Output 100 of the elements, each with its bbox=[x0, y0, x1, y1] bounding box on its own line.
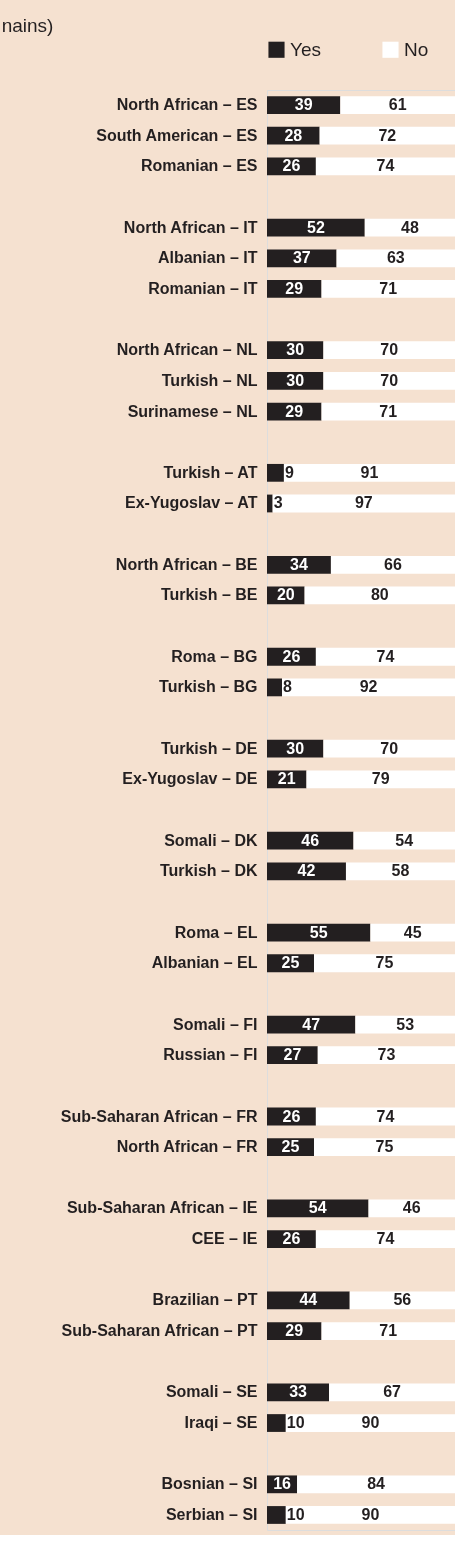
data-label: 26 bbox=[282, 1230, 301, 1248]
legend-label: No bbox=[404, 38, 429, 60]
data-label: 71 bbox=[379, 279, 398, 297]
y-tick-label: Russian – FI bbox=[163, 1046, 258, 1064]
y-tick-label: Romanian – IT bbox=[148, 279, 258, 297]
data-label: 90 bbox=[361, 1414, 380, 1432]
data-label: 25 bbox=[281, 1138, 300, 1156]
y-tick-label: Sub-Saharan African – IE bbox=[66, 1199, 258, 1217]
data-label: 55 bbox=[309, 923, 328, 941]
y-tick-label: Sub-Saharan African – PT bbox=[61, 1322, 258, 1340]
bar bbox=[323, 371, 455, 390]
y-tick-label: CEE – IE bbox=[191, 1230, 258, 1248]
data-label: 8 bbox=[283, 678, 293, 696]
data-label: 92 bbox=[359, 678, 378, 696]
bar bbox=[297, 1475, 455, 1494]
data-label: 16 bbox=[273, 1475, 292, 1493]
data-label: 71 bbox=[379, 1322, 398, 1340]
y-tick-label: Iraqi – SE bbox=[184, 1414, 258, 1432]
y-tick-label: Roma – EL bbox=[174, 923, 258, 941]
data-label: 30 bbox=[286, 739, 305, 757]
data-label: 21 bbox=[277, 770, 296, 788]
bar bbox=[336, 249, 455, 268]
bar bbox=[345, 862, 455, 881]
y-tick-label: South American – ES bbox=[96, 126, 258, 144]
data-label: 54 bbox=[395, 831, 414, 849]
y-tick-label: Turkish – BG bbox=[159, 678, 258, 696]
data-label: 42 bbox=[297, 862, 316, 880]
bar bbox=[267, 831, 354, 850]
bar bbox=[306, 770, 455, 789]
y-tick-label: Albanian – IT bbox=[157, 249, 258, 267]
legend-label: Yes bbox=[290, 38, 321, 60]
y-tick-label: Turkish – DK bbox=[160, 862, 258, 880]
bar bbox=[315, 647, 455, 666]
data-label: 54 bbox=[308, 1199, 327, 1217]
data-label: 90 bbox=[361, 1505, 380, 1523]
data-label: 48 bbox=[400, 218, 419, 236]
text: nains) bbox=[1, 15, 54, 36]
data-label: 26 bbox=[282, 647, 301, 665]
bar bbox=[315, 157, 455, 176]
bar bbox=[267, 463, 284, 482]
data-label: 70 bbox=[380, 371, 399, 389]
bar bbox=[267, 249, 337, 268]
data-label: 30 bbox=[286, 371, 305, 389]
bar bbox=[267, 1506, 286, 1524]
bar bbox=[321, 280, 455, 298]
bar bbox=[267, 218, 365, 237]
y-tick-label: Somali – SE bbox=[165, 1383, 258, 1401]
bar bbox=[283, 463, 455, 482]
data-label: 46 bbox=[301, 831, 320, 849]
bar bbox=[267, 494, 273, 513]
y-tick-label: Serbian – SI bbox=[165, 1505, 258, 1523]
y-tick-label: North African – NL bbox=[116, 341, 258, 359]
data-label: 26 bbox=[282, 1107, 301, 1125]
data-label: 29 bbox=[285, 1322, 304, 1340]
data-label: 91 bbox=[360, 463, 379, 481]
data-label: 79 bbox=[371, 770, 390, 788]
bar bbox=[323, 341, 455, 360]
data-label: 70 bbox=[380, 739, 399, 757]
data-label: 20 bbox=[276, 586, 295, 604]
y-tick-label: Romanian – ES bbox=[141, 157, 258, 175]
bar bbox=[315, 1107, 455, 1126]
data-label: 46 bbox=[402, 1199, 421, 1217]
y-tick-label: North African – FR bbox=[116, 1138, 258, 1156]
data-label: 67 bbox=[383, 1383, 402, 1401]
data-label: 26 bbox=[282, 157, 301, 175]
bar bbox=[285, 1414, 455, 1432]
data-label: 74 bbox=[376, 1107, 395, 1125]
bar bbox=[353, 831, 455, 850]
data-label: 30 bbox=[286, 341, 305, 359]
y-tick-label: North African – IT bbox=[123, 218, 258, 236]
data-label: 74 bbox=[376, 1230, 395, 1248]
data-label: 28 bbox=[284, 126, 303, 144]
y-tick-label: North African – ES bbox=[116, 96, 258, 114]
data-label: 10 bbox=[286, 1505, 305, 1523]
data-label: 58 bbox=[391, 862, 410, 880]
y-tick-label: Bosnian – SI bbox=[161, 1475, 258, 1493]
data-label: 25 bbox=[281, 954, 300, 972]
y-tick-label: Somali – FI bbox=[173, 1015, 258, 1033]
data-label: 29 bbox=[285, 279, 304, 297]
data-label: 56 bbox=[393, 1291, 412, 1309]
data-label: 80 bbox=[370, 586, 389, 604]
y-tick-label: Ex-Yugoslav – AT bbox=[125, 494, 258, 512]
y-tick-label: Turkish – DE bbox=[160, 739, 258, 757]
bar bbox=[340, 96, 455, 114]
data-label: 3 bbox=[273, 494, 283, 512]
bar bbox=[267, 1414, 286, 1432]
bar bbox=[315, 1230, 455, 1249]
data-label: 66 bbox=[384, 555, 402, 573]
data-label: 45 bbox=[403, 923, 422, 941]
data-label: 33 bbox=[289, 1383, 308, 1401]
y-tick-label: Turkish – AT bbox=[163, 463, 258, 481]
y-tick-label: Ex-Yugoslav – DE bbox=[122, 770, 258, 788]
y-tick-label: Sub-Saharan African – FR bbox=[60, 1107, 258, 1125]
data-label: 37 bbox=[292, 249, 311, 267]
data-label: 71 bbox=[379, 402, 398, 420]
data-label: 10 bbox=[286, 1414, 305, 1432]
bar bbox=[364, 218, 455, 237]
data-label: 47 bbox=[302, 1015, 321, 1033]
bar bbox=[267, 862, 346, 881]
y-tick-label: Brazilian – PT bbox=[152, 1291, 258, 1309]
